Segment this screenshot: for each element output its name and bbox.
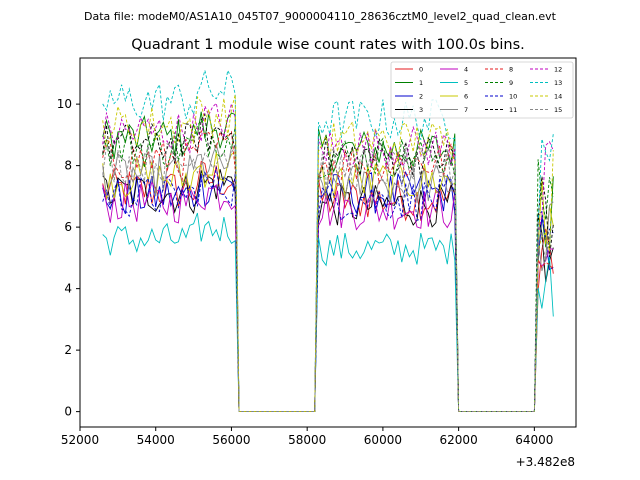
x-tick-label: 54000 (137, 433, 175, 447)
series-line-1 (102, 111, 554, 413)
x-tick-label: 60000 (364, 433, 402, 447)
x-tick-label: 56000 (212, 433, 250, 447)
y-tick-label: 10 (57, 97, 72, 111)
legend-label-3: 3 (419, 106, 423, 114)
y-tick-label: 8 (64, 159, 72, 173)
legend-label-0: 0 (419, 66, 423, 74)
legend-box (390, 61, 574, 119)
legend-label-6: 6 (464, 93, 468, 101)
legend-label-12: 12 (554, 66, 562, 74)
series-line-11 (102, 113, 554, 413)
legend-label-8: 8 (509, 66, 513, 74)
legend-label-9: 9 (509, 79, 513, 87)
x-axis: 52000 54000 56000 58000 60000 62000 64000 (61, 427, 553, 447)
series-line-10 (102, 167, 554, 413)
legend-label-7: 7 (464, 106, 468, 114)
series-line-13 (102, 69, 554, 413)
legend-label-15: 15 (554, 106, 562, 114)
series-line-4 (102, 180, 554, 413)
file-label: Data file: modeM0/AS1A10_045T07_90000041… (84, 10, 557, 23)
x-tick-label: 52000 (61, 433, 99, 447)
y-tick-label: 0 (64, 405, 72, 419)
x-tick-label: 58000 (288, 433, 326, 447)
series-line-2 (102, 170, 554, 413)
x-tick-label: 64000 (515, 433, 553, 447)
series-line-3 (102, 169, 554, 413)
chart-title: Quadrant 1 module wise count rates with … (131, 37, 525, 53)
legend-label-13: 13 (554, 79, 562, 87)
x-tick-label: 62000 (440, 433, 478, 447)
x-offset-label: +3.482e8 (516, 455, 575, 469)
y-tick-label: 6 (64, 220, 72, 234)
legend-label-14: 14 (554, 93, 562, 101)
legend-label-4: 4 (464, 66, 468, 74)
series-line-5 (102, 212, 554, 413)
legend-label-2: 2 (419, 93, 423, 101)
y-tick-label: 4 (64, 282, 72, 296)
series-line-6 (102, 152, 554, 413)
legend-label-5: 5 (464, 79, 468, 87)
y-tick-label: 2 (64, 343, 72, 357)
y-axis: 0 2 4 6 8 10 (57, 97, 80, 419)
legend-label-1: 1 (419, 79, 423, 87)
plot-area (79, 57, 577, 428)
legend-label-11: 11 (509, 106, 517, 114)
axes-frame (79, 57, 577, 428)
series-line-7 (102, 142, 554, 413)
series-line-14 (102, 94, 554, 413)
series-line-12 (102, 101, 554, 413)
series-line-15 (102, 142, 554, 413)
legend-label-10: 10 (509, 93, 517, 101)
